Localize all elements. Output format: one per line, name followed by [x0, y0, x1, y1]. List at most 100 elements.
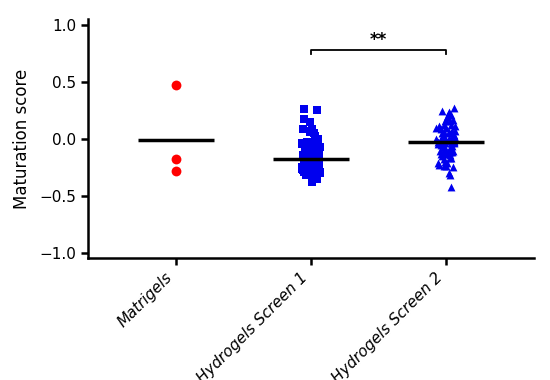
Point — [439, 156, 448, 162]
Point — [307, 158, 316, 164]
Point — [306, 128, 315, 134]
Point — [447, 140, 455, 146]
Point — [303, 154, 312, 160]
Point — [313, 176, 322, 182]
Point — [172, 82, 180, 88]
Point — [305, 155, 314, 161]
Point — [301, 172, 310, 178]
Point — [442, 152, 450, 158]
Point — [302, 159, 311, 165]
Point — [305, 119, 314, 125]
Point — [299, 152, 308, 158]
Point — [308, 168, 317, 174]
Point — [438, 130, 447, 136]
Point — [448, 148, 457, 154]
Point — [315, 161, 323, 167]
Point — [307, 149, 316, 155]
Point — [432, 136, 441, 142]
Point — [300, 106, 309, 112]
Point — [444, 109, 453, 115]
Point — [450, 135, 459, 141]
Point — [308, 126, 317, 132]
Point — [438, 108, 447, 114]
Point — [298, 166, 306, 173]
Point — [314, 142, 322, 148]
Point — [440, 150, 449, 157]
Point — [439, 143, 448, 149]
Point — [310, 130, 319, 136]
Point — [300, 160, 309, 166]
Point — [298, 141, 307, 147]
Point — [442, 125, 450, 131]
Point — [314, 136, 322, 142]
Point — [315, 152, 323, 158]
Point — [433, 160, 442, 166]
Point — [312, 172, 321, 178]
Point — [301, 149, 310, 155]
Point — [434, 123, 443, 129]
Point — [441, 141, 449, 147]
Point — [446, 146, 455, 152]
Point — [307, 168, 316, 174]
Point — [305, 149, 314, 155]
Point — [438, 150, 447, 156]
Point — [302, 153, 311, 159]
Point — [306, 129, 315, 135]
Point — [434, 162, 443, 168]
Point — [446, 149, 455, 155]
Point — [311, 137, 320, 143]
Point — [308, 167, 317, 173]
Point — [437, 136, 446, 142]
Point — [304, 159, 312, 165]
Point — [446, 184, 455, 190]
Point — [297, 166, 306, 172]
Y-axis label: Maturation score: Maturation score — [13, 68, 31, 209]
Point — [306, 148, 315, 154]
Point — [436, 137, 445, 143]
Point — [447, 130, 455, 136]
Point — [300, 162, 309, 168]
Point — [446, 152, 454, 158]
Point — [446, 172, 454, 178]
Point — [310, 155, 318, 161]
Point — [447, 122, 455, 128]
Point — [302, 149, 311, 155]
Point — [449, 164, 458, 170]
Point — [300, 169, 309, 175]
Point — [432, 125, 441, 131]
Point — [312, 107, 321, 113]
Point — [310, 133, 319, 139]
Point — [441, 159, 450, 165]
Point — [437, 153, 446, 159]
Point — [442, 117, 451, 123]
Point — [307, 156, 316, 162]
Point — [437, 125, 446, 131]
Point — [439, 134, 448, 140]
Point — [444, 138, 453, 144]
Point — [448, 135, 456, 141]
Point — [448, 117, 457, 123]
Point — [311, 162, 320, 168]
Point — [433, 141, 442, 147]
Point — [301, 155, 310, 161]
Point — [315, 169, 324, 176]
Point — [308, 179, 317, 185]
Point — [302, 156, 311, 162]
Point — [436, 148, 444, 154]
Point — [302, 142, 311, 149]
Point — [440, 136, 449, 142]
Point — [306, 162, 315, 168]
Point — [439, 135, 448, 141]
Point — [445, 130, 454, 136]
Point — [307, 160, 316, 166]
Point — [446, 137, 455, 143]
Point — [434, 139, 443, 145]
Point — [307, 150, 316, 157]
Point — [443, 160, 452, 166]
Point — [450, 139, 459, 146]
Point — [450, 134, 459, 140]
Point — [448, 149, 456, 155]
Point — [440, 122, 449, 128]
Point — [450, 123, 459, 129]
Point — [307, 129, 316, 135]
